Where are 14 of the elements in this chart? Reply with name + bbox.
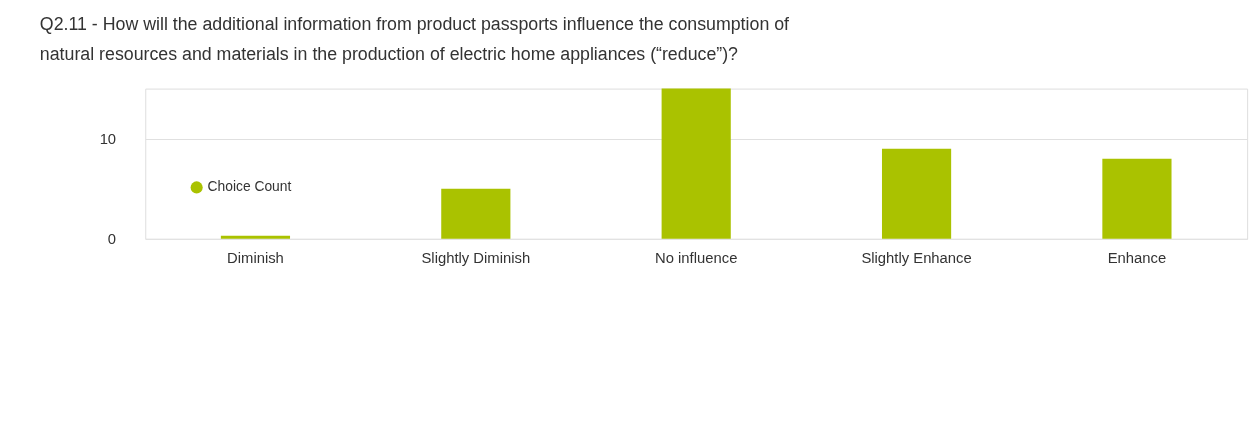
- bar: [441, 188, 511, 239]
- chart-title: Q2.11 - How will the additional information from product passports influence the consumption of natural resources and materials in the production of electric home appliances (“reduce”)?: [39, 14, 790, 64]
- y-tick-label: 10: [99, 131, 117, 148]
- x-tick-label: Diminish: [227, 250, 284, 267]
- x-tick-label: No influence: [655, 250, 738, 267]
- x-tick-label: Enhance: [1107, 250, 1167, 267]
- bar: [881, 148, 952, 239]
- bar: [220, 235, 291, 239]
- y-tick-label: 0: [107, 231, 117, 248]
- x-tick-label: Slightly Enhance: [861, 250, 972, 267]
- bar: [1102, 158, 1172, 239]
- legend-label: Choice Count: [207, 178, 292, 195]
- bar: [661, 88, 731, 239]
- x-tick-label: Slightly Diminish: [421, 250, 531, 267]
